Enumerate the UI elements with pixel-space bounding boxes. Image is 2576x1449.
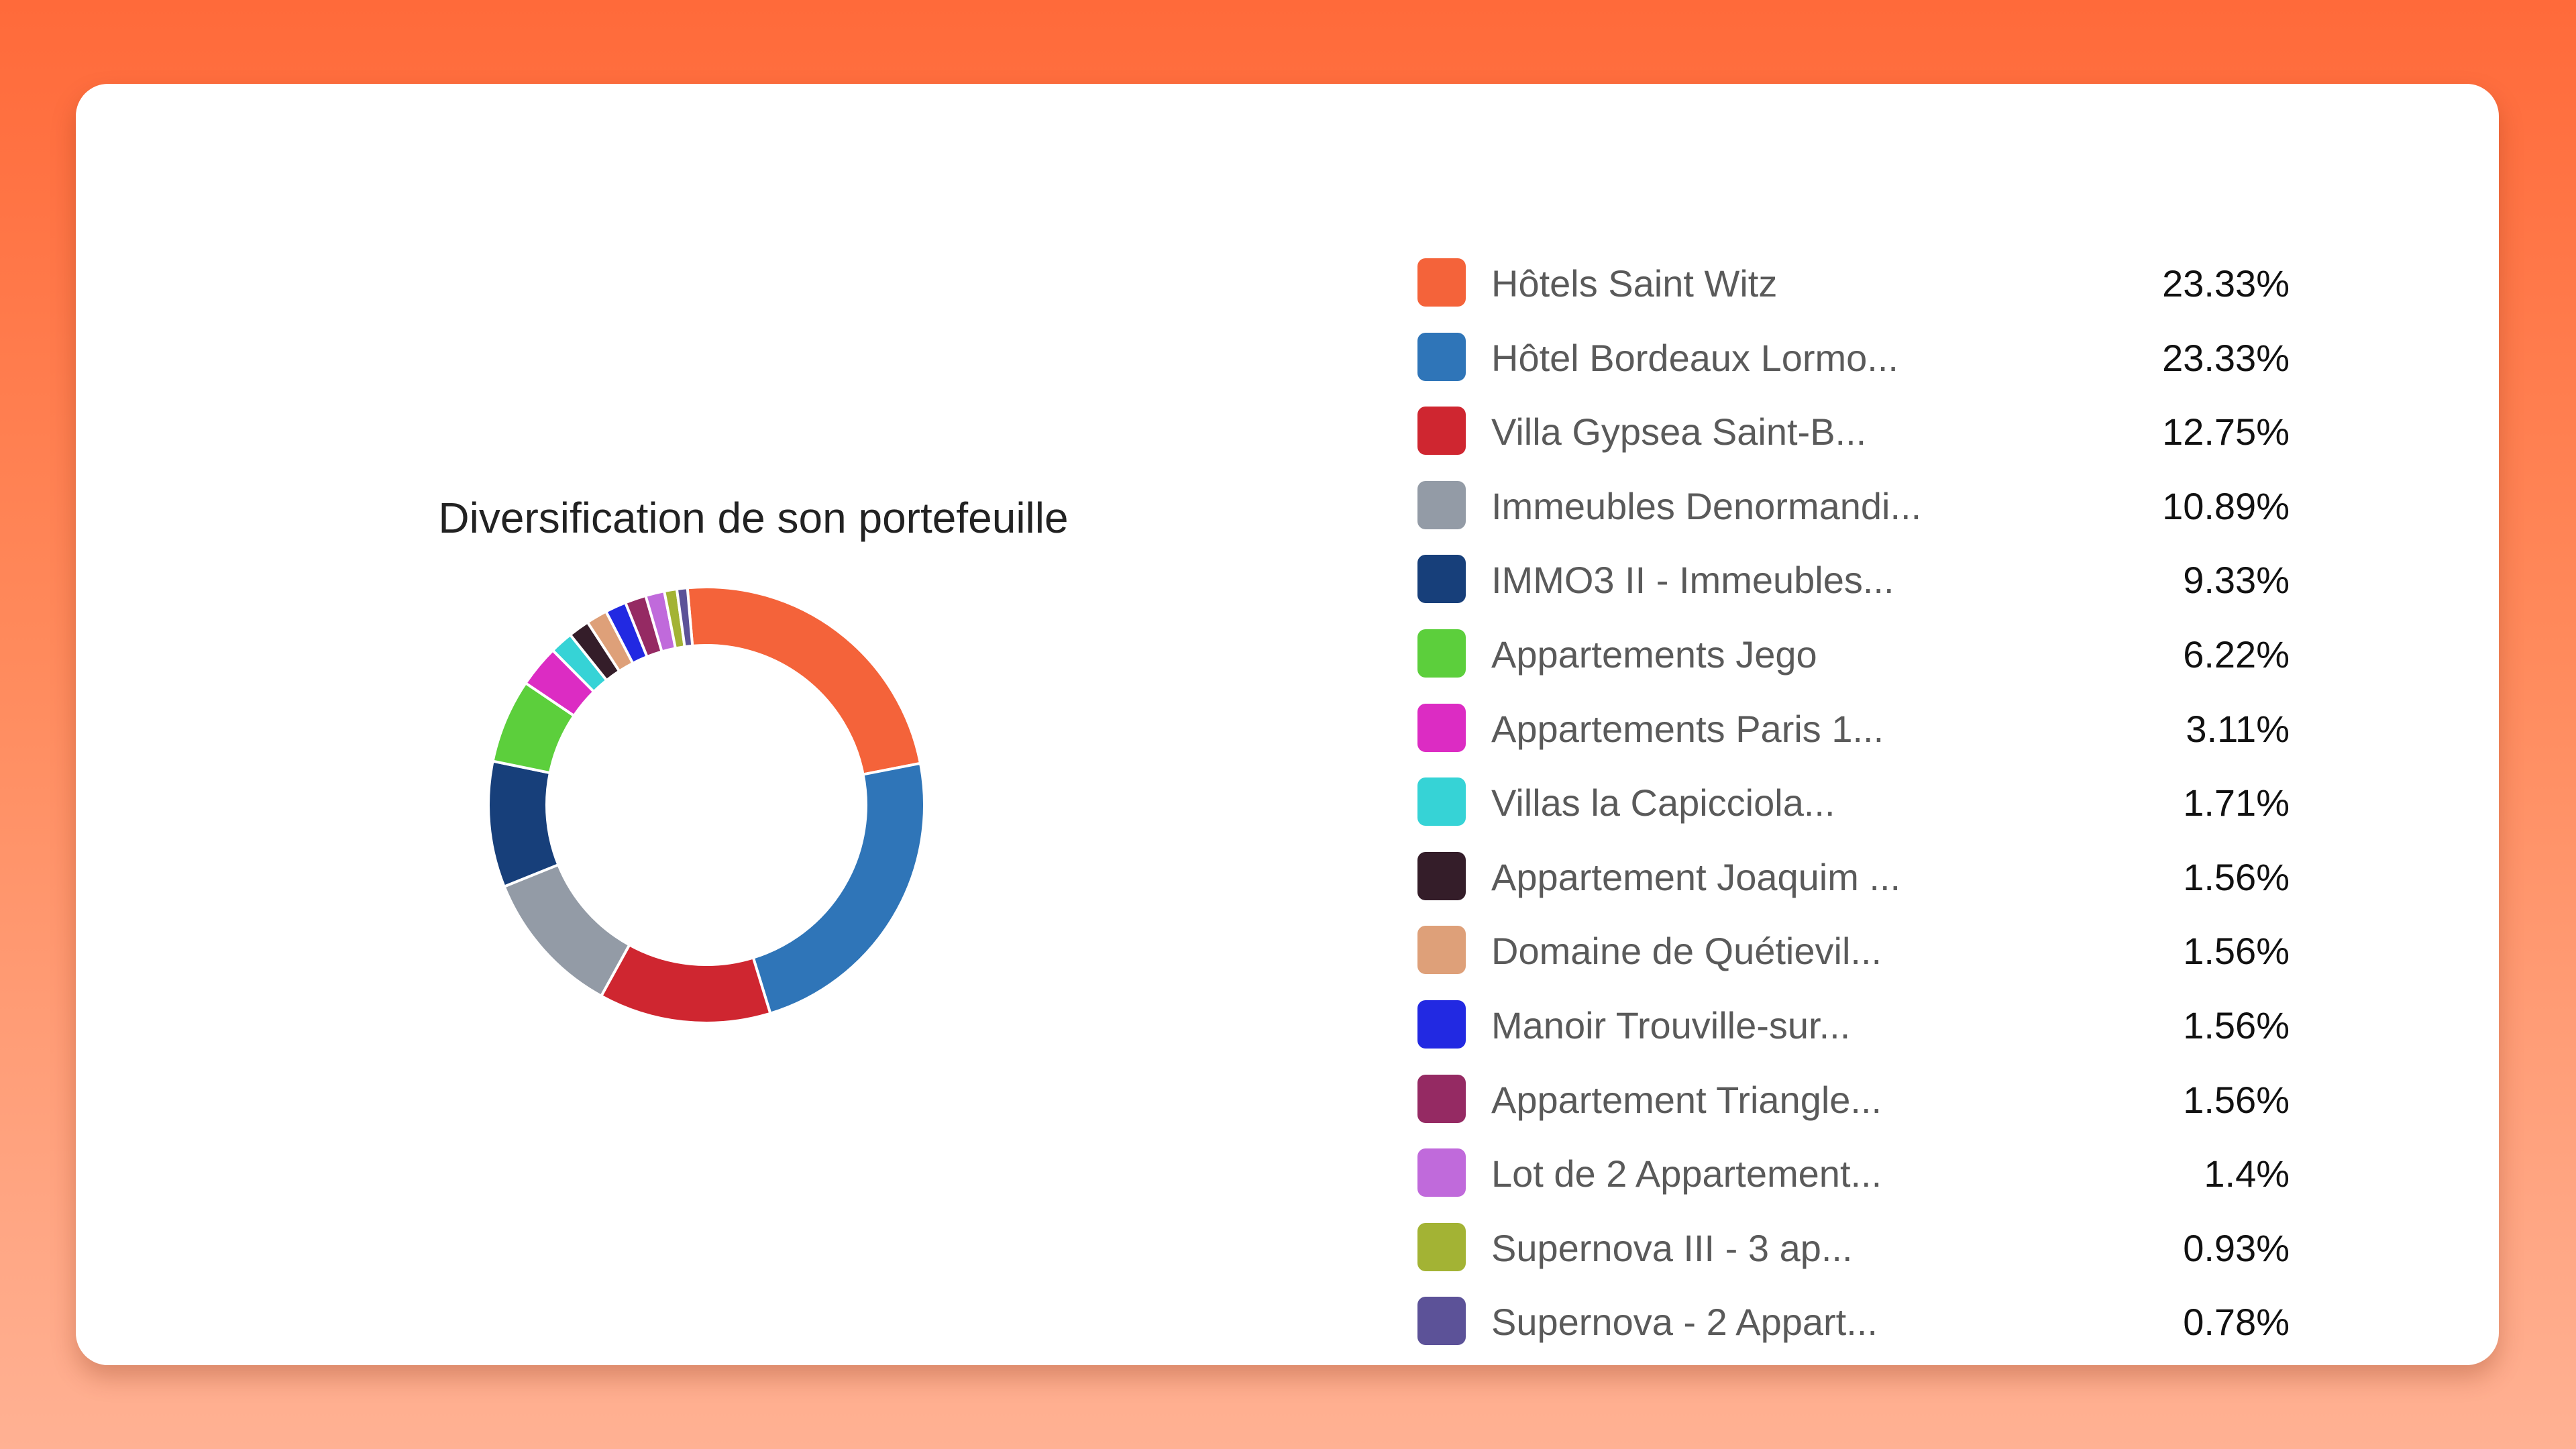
legend-value: 10.89%	[2162, 484, 2290, 527]
legend-swatch	[1417, 703, 1466, 752]
legend-label: Domaine de Quétievil...	[1491, 930, 1882, 973]
legend-item[interactable]: IMMO3 II - Immeubles... 9.33%	[1417, 535, 2290, 609]
legend-value: 6.22%	[2183, 633, 2290, 676]
legend-value: 1.56%	[2183, 930, 2290, 973]
legend-label: Villa Gypsea Saint-B...	[1491, 411, 1867, 453]
legend-value: 0.78%	[2183, 1301, 2290, 1344]
legend-label: Appartement Triangle...	[1491, 1078, 1882, 1121]
legend-value: 1.56%	[2183, 1078, 2290, 1121]
legend-swatch	[1417, 1148, 1466, 1197]
legend-swatch	[1417, 1000, 1466, 1049]
legend-value: 1.56%	[2183, 1004, 2290, 1046]
legend-swatch	[1417, 555, 1466, 604]
legend-label: Villas la Capicciola...	[1491, 782, 1835, 824]
legend-swatch	[1417, 332, 1466, 381]
legend-label: Hôtel Bordeaux Lormo...	[1491, 336, 1898, 379]
legend-item[interactable]: Villas la Capicciola... 1.71%	[1417, 757, 2290, 832]
legend-label: Appartements Paris 1...	[1491, 707, 1884, 750]
legend-item[interactable]: Appartements Paris 1... 3.11%	[1417, 684, 2290, 758]
legend-item[interactable]: Immeubles Denormandi... 10.89%	[1417, 461, 2290, 535]
legend-label: Supernova III - 3 ap...	[1491, 1226, 1853, 1269]
legend-value: 9.33%	[2183, 559, 2290, 602]
donut-chart	[487, 586, 926, 1024]
legend-item[interactable]: Appartement Joaquim ... 1.56%	[1417, 832, 2290, 906]
legend-swatch	[1417, 407, 1466, 455]
legend-value: 23.33%	[2162, 262, 2290, 305]
legend-swatch	[1417, 851, 1466, 900]
donut-slice-0[interactable]	[686, 586, 922, 776]
legend-swatch	[1417, 1074, 1466, 1123]
legend-swatch	[1417, 1297, 1466, 1346]
legend-item[interactable]: Manoir Trouville-sur... 1.56%	[1417, 980, 2290, 1055]
legend-label: IMMO3 II - Immeubles...	[1491, 559, 1894, 602]
legend-swatch	[1417, 926, 1466, 975]
chart-legend: Hôtels Saint Witz 23.33% Hôtel Bordeaux Lo…	[1417, 238, 2290, 1351]
legend-label: Manoir Trouville-sur...	[1491, 1004, 1851, 1046]
legend-value: 0.93%	[2183, 1226, 2290, 1269]
legend-item[interactable]: Villa Gypsea Saint-B... 12.75%	[1417, 386, 2290, 461]
legend-swatch	[1417, 1222, 1466, 1271]
legend-value: 23.33%	[2162, 336, 2290, 379]
legend-swatch	[1417, 258, 1466, 307]
donut-slice-3[interactable]	[502, 863, 631, 998]
legend-value: 1.71%	[2183, 782, 2290, 824]
legend-item[interactable]: Appartements Jego 6.22%	[1417, 609, 2290, 684]
legend-swatch	[1417, 480, 1466, 529]
legend-item[interactable]: Domaine de Quétievil... 1.56%	[1417, 906, 2290, 980]
legend-item[interactable]: Hôtel Bordeaux Lormo... 23.33%	[1417, 313, 2290, 387]
chart-card: Diversification de son portefeuille Hôte…	[76, 84, 2499, 1365]
legend-value: 12.75%	[2162, 411, 2290, 453]
chart-title: Diversification de son portefeuille	[438, 494, 1069, 542]
legend-item[interactable]: Appartement Triangle... 1.56%	[1417, 1055, 2290, 1129]
legend-item[interactable]: Supernova - 2 Appart... 0.78%	[1417, 1277, 2290, 1351]
legend-label: Appartement Joaquim ...	[1491, 855, 1901, 898]
legend-label: Supernova - 2 Appart...	[1491, 1301, 1878, 1344]
legend-swatch	[1417, 629, 1466, 678]
donut-slice-14[interactable]	[675, 586, 694, 649]
legend-item[interactable]: Hôtels Saint Witz 23.33%	[1417, 238, 2290, 313]
legend-label: Hôtels Saint Witz	[1491, 262, 1778, 305]
legend-value: 1.56%	[2183, 855, 2290, 898]
legend-item[interactable]: Supernova III - 3 ap... 0.93%	[1417, 1203, 2290, 1277]
legend-label: Immeubles Denormandi...	[1491, 484, 1922, 527]
legend-value: 1.4%	[2204, 1152, 2290, 1195]
legend-swatch	[1417, 777, 1466, 826]
legend-item[interactable]: Lot de 2 Appartement... 1.4%	[1417, 1128, 2290, 1203]
donut-slice-2[interactable]	[599, 943, 772, 1024]
donut-slice-4[interactable]	[487, 759, 560, 889]
legend-label: Appartements Jego	[1491, 633, 1817, 676]
legend-value: 3.11%	[2186, 707, 2290, 750]
legend-label: Lot de 2 Appartement...	[1491, 1152, 1882, 1195]
donut-slice-1[interactable]	[751, 761, 926, 1016]
